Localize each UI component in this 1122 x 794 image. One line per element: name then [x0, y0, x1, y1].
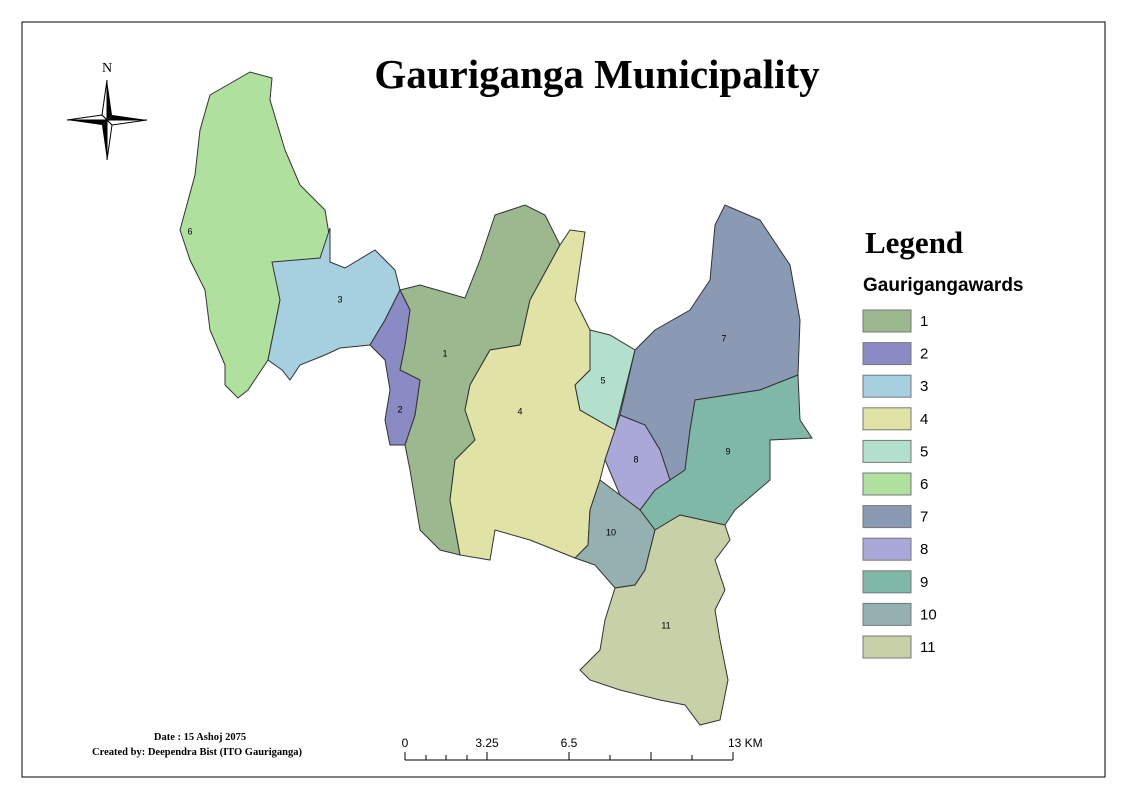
legend-swatch	[862, 309, 912, 333]
ward-label: 2	[397, 404, 402, 414]
legend-label: 9	[920, 574, 928, 591]
legend-label: 7	[920, 509, 928, 526]
legend-swatch	[862, 472, 912, 496]
north-label: N	[102, 61, 112, 76]
ward-label: 6	[187, 226, 192, 236]
legend-swatch	[862, 602, 912, 626]
scale-label: 3.25	[475, 736, 499, 750]
legend-label: 11	[920, 639, 936, 656]
ward-label: 5	[600, 375, 605, 385]
scale-label: 0	[402, 736, 409, 750]
legend-label: 1	[920, 313, 928, 330]
legend-label: 5	[920, 443, 928, 460]
ward-label: 3	[337, 294, 342, 304]
frame	[21, 21, 1106, 778]
north-arrow: N	[66, 61, 148, 161]
legend-label: 6	[920, 476, 928, 493]
legend-label: 10	[920, 606, 937, 623]
created-by: Created by: Deependra Bist (ITO Gaurigan…	[92, 747, 302, 758]
date: Date : 15 Ashoj 2075	[154, 732, 246, 743]
ward-labels: 1 2 3 4 5 6 7 8 9 10 11	[187, 226, 730, 630]
legend-label: 2	[920, 346, 928, 363]
ward-label: 8	[633, 454, 638, 464]
ward-polygon	[579, 514, 731, 726]
ward-label: 4	[517, 406, 522, 416]
legend-label: 3	[920, 378, 928, 395]
legend-swatch	[862, 407, 912, 431]
legend-swatch	[862, 570, 912, 594]
legend-title: Legend	[865, 225, 963, 260]
legend-swatch	[862, 374, 912, 398]
wards	[179, 71, 813, 726]
ward-label: 9	[725, 446, 730, 456]
ward-label: 11	[661, 620, 670, 630]
legend-label: 4	[920, 411, 928, 428]
legend-swatch	[862, 635, 912, 659]
ward-label: 1	[442, 348, 447, 358]
scale-label: 6.5	[561, 736, 578, 750]
scale-label: 13 KM	[728, 736, 763, 750]
ward-polygon	[604, 414, 671, 511]
legend: Legend Gaurigangawards 1 2 3 4 5 6 7 8 9 10 11	[862, 225, 1024, 659]
scale-labels: 0 3.25 6.5 13 KM	[402, 736, 763, 750]
legend-swatch	[862, 342, 912, 366]
map-title: Gauriganga Municipality	[374, 51, 820, 97]
legend-layer: Gaurigangawards	[863, 275, 1024, 296]
legend-label: 8	[920, 541, 928, 558]
ward-label: 10	[606, 527, 616, 537]
legend-swatch	[862, 537, 912, 561]
legend-swatch	[862, 505, 912, 529]
scale-bar	[404, 752, 734, 761]
ward-label: 7	[721, 333, 726, 343]
ward-polygon	[369, 288, 421, 446]
legend-swatch	[862, 439, 912, 463]
